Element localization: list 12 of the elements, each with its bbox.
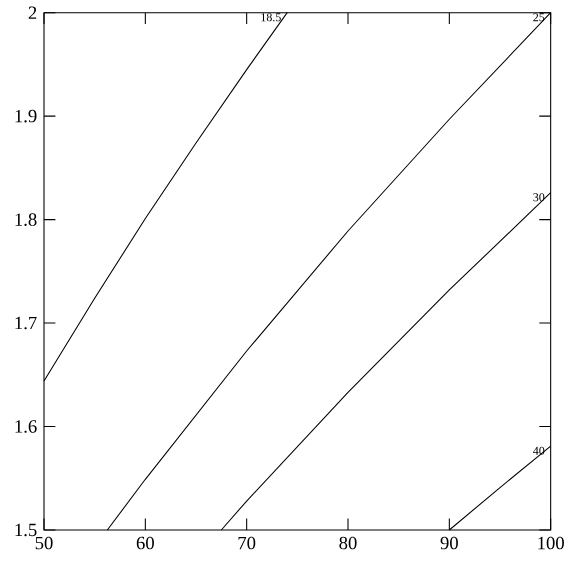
- x-tick-label: 50: [35, 536, 53, 550]
- y-tick-label: 1.9: [15, 109, 37, 123]
- y-tick-label: 2: [28, 6, 37, 19]
- x-tick-label: 80: [339, 536, 357, 550]
- y-tick-label: 1.6: [15, 420, 37, 433]
- y-tick-label: 1.5: [15, 523, 37, 537]
- x-tick-label: 90: [440, 536, 458, 550]
- x-tick-label: 60: [136, 536, 154, 550]
- x-tick-label: 100: [538, 536, 564, 550]
- y-tick-label: 1.8: [15, 213, 37, 226]
- y-tick-label: 1.7: [15, 316, 37, 330]
- x-tick-label: 70: [238, 536, 256, 550]
